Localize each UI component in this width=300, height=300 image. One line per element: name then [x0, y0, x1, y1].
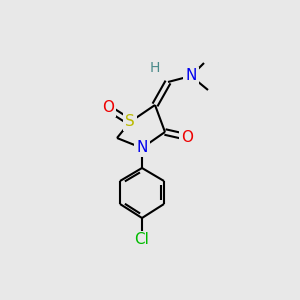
Text: H: H [150, 61, 160, 75]
Text: N: N [185, 68, 197, 83]
Text: N: N [136, 140, 148, 155]
Text: O: O [181, 130, 193, 145]
Text: O: O [102, 100, 114, 116]
Text: Cl: Cl [135, 232, 149, 247]
Text: S: S [125, 115, 135, 130]
